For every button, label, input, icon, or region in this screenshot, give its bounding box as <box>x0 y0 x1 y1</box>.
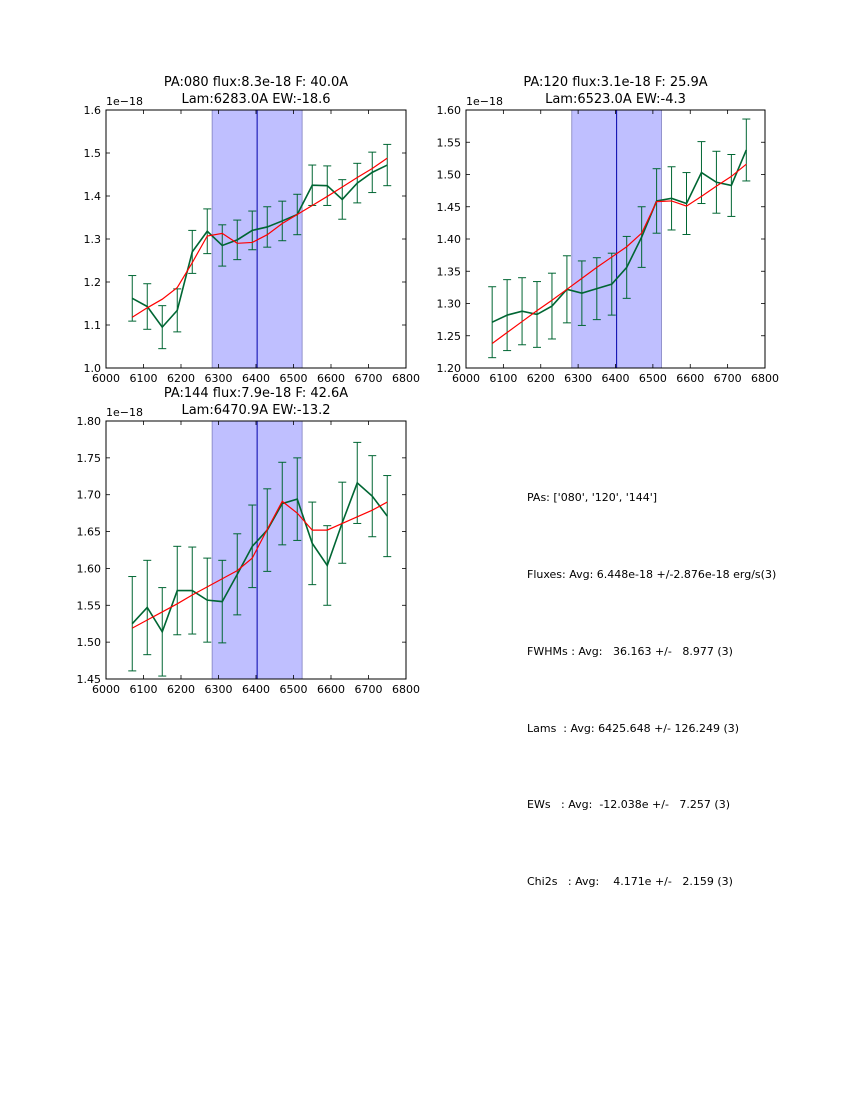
y-tick-label: 1.0 <box>84 362 102 375</box>
y-tick-label: 1.35 <box>437 265 462 278</box>
x-tick-label: 6000 <box>452 372 480 385</box>
y-tick-label: 1.45 <box>77 673 102 686</box>
error-bar <box>488 286 497 359</box>
x-tick-label: 6700 <box>355 372 383 385</box>
summary-chi2s: Chi2s : Avg: 4.171e +/- 2.159 (3) <box>527 875 733 889</box>
y-tick-label: 1.4 <box>84 190 102 203</box>
x-tick-label: 6100 <box>130 372 158 385</box>
summary-lams: Lams : Avg: 6425.648 +/- 126.249 (3) <box>527 721 740 735</box>
data-line <box>131 164 388 329</box>
y-tick-label: 1.65 <box>77 526 102 539</box>
chart-title-line1: PA:120 flux:3.1e-18 F: 25.9A <box>523 75 707 90</box>
x-tick-label: 6500 <box>639 372 667 385</box>
y-tick-label: 1.6 <box>84 104 102 117</box>
y-tick-label: 1.75 <box>77 452 102 465</box>
chart-title-line1: PA:080 flux:8.3e-18 F: 40.0A <box>164 75 348 90</box>
y-tick-label: 1.20 <box>437 362 462 375</box>
fit-line <box>131 157 388 318</box>
y-tick-label: 1.30 <box>437 298 462 311</box>
summary-fluxes: Fluxes: Avg: 6.448e-18 +/-2.876e-18 erg/… <box>527 567 777 581</box>
chart-panel-3: 6000 6100 6200 6300 6400 6500 6600 6700 6800 1.45… <box>77 386 421 696</box>
y-tick-label: 1.40 <box>437 233 462 246</box>
chart-title-line2: Lam:6523.0A EW:-4.3 <box>545 92 686 107</box>
y-tick-label: 1.2 <box>84 276 102 289</box>
x-tick-label: 6100 <box>489 372 517 385</box>
y-tick-label: 1.55 <box>77 599 102 612</box>
x-tick-label: 6600 <box>317 683 345 696</box>
y-tick-label: 1.50 <box>437 169 462 182</box>
data-line <box>131 481 388 634</box>
y-tick-label: 1.60 <box>77 562 102 575</box>
y-tick-label: 1.25 <box>437 330 462 343</box>
summary-ews: EWs : Avg: -12.038e +/- 7.257 (3) <box>527 798 730 812</box>
fit-line <box>491 163 747 344</box>
x-tick-label: 6400 <box>242 683 270 696</box>
x-tick-label: 6400 <box>242 372 270 385</box>
x-tick-label: 6000 <box>92 683 120 696</box>
x-tick-label: 6500 <box>280 683 308 696</box>
x-tick-label: 6000 <box>92 372 120 385</box>
y-tick-label: 1.70 <box>77 489 102 502</box>
fit-line <box>131 500 388 629</box>
y-tick-label: 1.50 <box>77 636 102 649</box>
x-tick-label: 6700 <box>355 683 383 696</box>
x-tick-label: 6400 <box>602 372 630 385</box>
data-line <box>491 149 748 323</box>
x-tick-label: 6200 <box>527 372 555 385</box>
error-bar <box>742 118 751 182</box>
x-tick-label: 6200 <box>167 683 195 696</box>
summary-fwhms: FWHMs : Avg: 36.163 +/- 8.977 (3) <box>527 644 733 658</box>
x-tick-label: 6200 <box>167 372 195 385</box>
chart-title-line2: Lam:6283.0A EW:-18.6 <box>181 92 330 107</box>
y-tick-label: 1.1 <box>84 319 102 332</box>
x-tick-label: 6800 <box>392 683 420 696</box>
y-tick-label: 1.60 <box>437 104 462 117</box>
y-tick-label: 1.45 <box>437 201 462 214</box>
x-tick-label: 6300 <box>564 372 592 385</box>
y-tick-label: 1.3 <box>84 233 102 246</box>
x-tick-label: 6600 <box>317 372 345 385</box>
summary-text: PAs: ['080', '120', '144'] Fluxes: Avg: … <box>527 434 776 920</box>
x-tick-label: 6300 <box>205 372 233 385</box>
x-tick-label: 6800 <box>392 372 420 385</box>
chart-panel-1: 6000 6100 6200 6300 6400 6500 6600 6700 6800 1.0 1… <box>84 75 421 385</box>
x-tick-label: 6800 <box>751 372 779 385</box>
chart-panel-2: 6000 6100 6200 6300 6400 6500 6600 6700 6800 1.20… <box>437 75 780 385</box>
x-tick-label: 6500 <box>280 372 308 385</box>
x-tick-label: 6300 <box>205 683 233 696</box>
summary-pas: PAs: ['080', '120', '144'] <box>527 491 658 505</box>
y-tick-label: 1.5 <box>84 147 102 160</box>
axis-offset-label: 1e−18 <box>466 95 503 108</box>
x-tick-label: 6100 <box>130 683 158 696</box>
axis-offset-label: 1e−18 <box>106 95 143 108</box>
y-tick-label: 1.80 <box>77 415 102 428</box>
y-tick-label: 1.55 <box>437 136 462 149</box>
chart-title-line1: PA:144 flux:7.9e-18 F: 42.6A <box>164 386 348 401</box>
x-tick-label: 6700 <box>714 372 742 385</box>
axis-offset-label: 1e−18 <box>106 406 143 419</box>
chart-title-line2: Lam:6470.9A EW:-13.2 <box>181 403 330 418</box>
x-tick-label: 6600 <box>676 372 704 385</box>
